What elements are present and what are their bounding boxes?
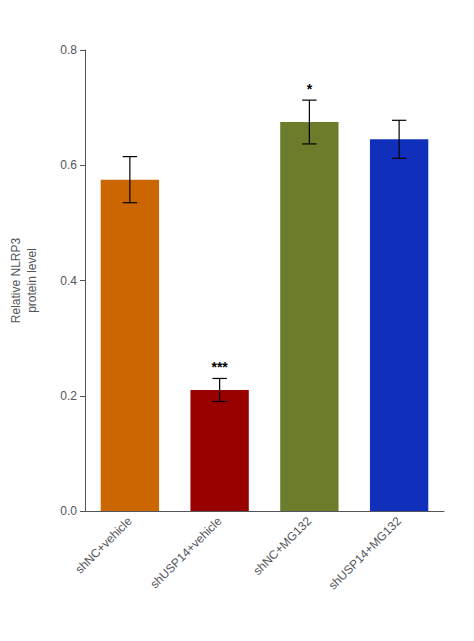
svg-text:shNC+vehicle: shNC+vehicle — [72, 514, 135, 577]
svg-text:protein level: protein level — [25, 248, 39, 313]
svg-text:0.4: 0.4 — [60, 274, 77, 288]
svg-text:*: * — [307, 81, 313, 97]
svg-text:shUSP14+vehicle: shUSP14+vehicle — [148, 514, 225, 591]
svg-text:0.0: 0.0 — [60, 504, 77, 518]
svg-text:***: *** — [211, 359, 228, 375]
svg-text:0.2: 0.2 — [60, 389, 77, 403]
svg-text:0.6: 0.6 — [60, 158, 77, 172]
svg-text:shUSP14+MG132: shUSP14+MG132 — [326, 514, 405, 593]
svg-text:Relative NLRP3: Relative NLRP3 — [9, 237, 23, 323]
svg-text:shNC+MG132: shNC+MG132 — [250, 514, 314, 578]
svg-text:0.8: 0.8 — [60, 43, 77, 57]
